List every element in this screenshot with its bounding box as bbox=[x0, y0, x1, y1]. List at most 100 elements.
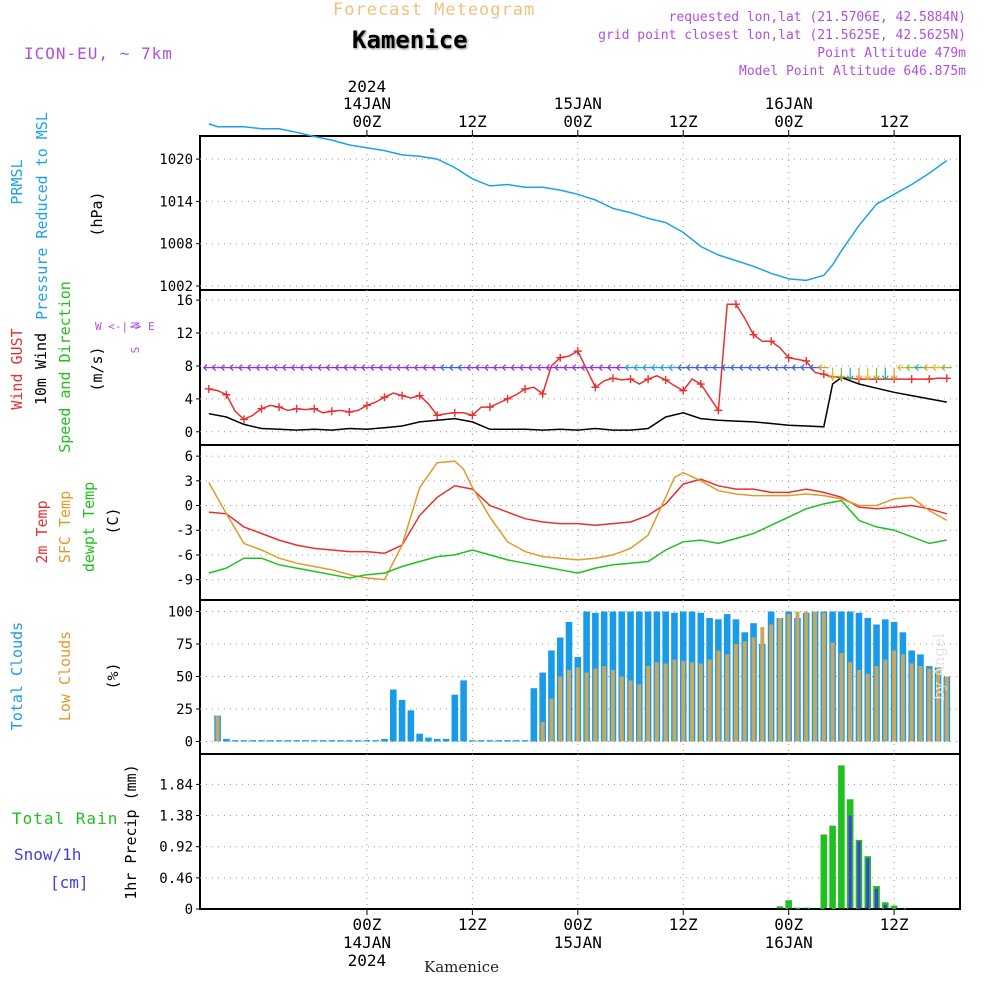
y-tick-label: 6 bbox=[185, 449, 193, 465]
forecast-title: Forecast Meteogram bbox=[333, 0, 536, 20]
gust-marker bbox=[925, 375, 934, 384]
location-title: Kamenice bbox=[352, 26, 468, 54]
y-tick-label: 0 bbox=[185, 735, 193, 751]
clouds-unit-label: (%) bbox=[104, 662, 122, 689]
bar-total-clouds bbox=[530, 688, 538, 742]
bar-low-clouds bbox=[909, 663, 914, 742]
bar-total-clouds bbox=[416, 733, 423, 742]
top-axis-hour: 12Z bbox=[458, 112, 487, 131]
series-line-2m-temp bbox=[208, 478, 948, 555]
series-line-10m-wind bbox=[208, 376, 947, 431]
clouds-label-low: Low Clouds bbox=[56, 631, 74, 721]
bar-snow-1h bbox=[874, 888, 879, 909]
gust-marker bbox=[608, 374, 617, 383]
wind-direction-arrow bbox=[873, 367, 881, 381]
temp-label-dewpt: dewpt Temp bbox=[80, 482, 98, 572]
y-tick-label: 75 bbox=[176, 637, 193, 653]
top-axis-hour: 12Z bbox=[669, 112, 698, 131]
bar-total-clouds bbox=[495, 740, 503, 742]
bar-total-clouds bbox=[504, 740, 511, 742]
y-tick-label: 1.38 bbox=[159, 809, 193, 825]
wind-direction-arrow bbox=[864, 367, 872, 381]
gust-marker bbox=[661, 375, 670, 384]
bar-low-clouds bbox=[830, 642, 835, 742]
y-tick-label: 1.84 bbox=[159, 777, 193, 793]
bar-low-clouds bbox=[786, 614, 791, 742]
bottom-axis-hour: 00Z bbox=[563, 915, 592, 934]
y-tick-label: 3 bbox=[185, 474, 193, 490]
y-tick-label: 0 bbox=[185, 499, 193, 515]
y-tick-label: 50 bbox=[176, 670, 193, 686]
bar-total-clouds bbox=[223, 738, 230, 742]
bar-low-clouds bbox=[610, 670, 615, 742]
requested-coords: requested lon,lat (21.5706E, 42.5884N) bbox=[668, 10, 966, 25]
model-label: ICON-EU, ~ 7km bbox=[24, 44, 173, 63]
wind-direction-arrow bbox=[881, 367, 889, 381]
bottom-axis-hour: 12Z bbox=[669, 915, 698, 934]
bar-total-clouds bbox=[240, 740, 248, 742]
bar-total-clouds bbox=[381, 738, 388, 742]
top-axis-hour: 12Z bbox=[880, 112, 909, 131]
gust-marker bbox=[345, 408, 354, 417]
bar-total-clouds bbox=[249, 740, 257, 742]
bar-total-clouds bbox=[469, 740, 476, 742]
bar-total-clouds bbox=[346, 740, 353, 742]
bar-total-clouds bbox=[460, 680, 467, 742]
grid-point-coords: grid point closest lon,lat (21.5625E, 42… bbox=[598, 28, 966, 43]
bar-low-clouds bbox=[769, 624, 774, 742]
bar-low-clouds bbox=[558, 676, 563, 742]
bar-low-clouds bbox=[813, 611, 818, 742]
gust-marker bbox=[204, 384, 213, 393]
wind-direction-arrow bbox=[817, 364, 829, 372]
series-line-sfc-temp bbox=[208, 460, 948, 581]
pressure-label-prmsl: PRMSL bbox=[8, 159, 26, 204]
gust-marker bbox=[942, 374, 951, 383]
wind-label-speed: Speed and Direction bbox=[56, 281, 74, 453]
bar-low-clouds bbox=[593, 668, 598, 742]
gust-marker bbox=[767, 337, 776, 346]
bar-low-clouds bbox=[795, 611, 800, 742]
gust-marker bbox=[275, 403, 284, 412]
bar-low-clouds bbox=[892, 650, 897, 742]
gust-marker bbox=[521, 384, 530, 393]
compass-south: S bbox=[129, 347, 142, 354]
gust-marker bbox=[450, 408, 459, 417]
gust-marker bbox=[433, 411, 442, 420]
bottom-axis-date: 16JAN bbox=[765, 933, 813, 952]
bar-total-clouds bbox=[627, 611, 634, 742]
panel-precipitation: 1.84 1.38 0.92 0.46 0 bbox=[159, 753, 961, 918]
bar-snow-1h bbox=[866, 858, 870, 909]
bar-total-rain bbox=[838, 765, 845, 909]
gust-marker bbox=[380, 393, 389, 402]
gust-marker bbox=[679, 386, 688, 395]
y-tick-label: 0 bbox=[185, 425, 193, 441]
wind-direction-arrow bbox=[846, 367, 854, 381]
gust-marker bbox=[907, 375, 916, 384]
bar-low-clouds bbox=[760, 627, 765, 742]
gust-marker bbox=[398, 391, 407, 400]
y-tick-label: -6 bbox=[176, 548, 193, 564]
bar-total-clouds bbox=[302, 740, 309, 742]
pressure-unit-label: (hPa) bbox=[88, 191, 106, 236]
bar-low-clouds bbox=[725, 654, 730, 742]
footer-location: Kamenice bbox=[424, 958, 499, 976]
precip-axis-label: 1hr Precip (mm) bbox=[122, 764, 140, 899]
top-axis-date: 16JAN bbox=[765, 94, 813, 113]
wind-label-gust: Wind GUST bbox=[8, 328, 26, 409]
bar-low-clouds bbox=[918, 666, 923, 742]
y-tick-label: 8 bbox=[185, 359, 193, 375]
panel-frame bbox=[199, 753, 961, 910]
y-tick-label: 100 bbox=[168, 605, 193, 621]
gust-marker bbox=[468, 411, 477, 420]
y-tick-label: 1002 bbox=[159, 279, 193, 295]
bar-low-clouds bbox=[874, 666, 879, 742]
precip-label-rain: Total Rain bbox=[12, 809, 118, 828]
bar-total-rain bbox=[890, 905, 898, 909]
bar-low-clouds bbox=[549, 698, 554, 742]
wind-direction-arrow bbox=[837, 367, 845, 381]
y-tick-label: 0.92 bbox=[159, 840, 193, 856]
clouds-label-total: Total Clouds bbox=[8, 622, 26, 730]
bar-total-clouds bbox=[354, 740, 362, 742]
bar-low-clouds bbox=[690, 662, 694, 742]
bar-low-clouds bbox=[927, 668, 932, 742]
